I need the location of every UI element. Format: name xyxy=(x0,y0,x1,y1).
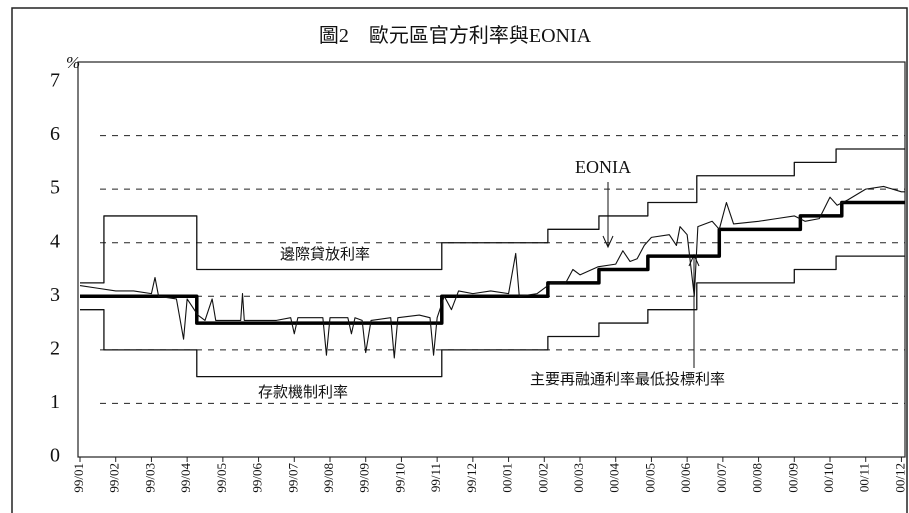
x-tick-label: 00/02 xyxy=(535,463,550,493)
x-tick-label: 00/01 xyxy=(500,463,515,493)
x-tick-label: 00/06 xyxy=(678,463,693,493)
x-tick-label: 00/07 xyxy=(714,463,729,493)
x-tick-label: 99/12 xyxy=(464,463,479,493)
x-tick-label: 00/08 xyxy=(750,463,765,493)
y-tick-label: 7 xyxy=(50,70,60,92)
series-line xyxy=(80,200,905,325)
x-tick-label: 00/05 xyxy=(642,463,657,493)
annotation: 主要再融通利率最低投標利率 xyxy=(530,371,725,388)
x-tick-label: 99/11 xyxy=(428,463,443,492)
chart-title: 圖2 歐元區官方利率與EONIA xyxy=(319,24,592,47)
y-tick-label: 6 xyxy=(50,123,60,145)
x-tick-label: 99/05 xyxy=(214,463,229,493)
x-tick-label: 99/03 xyxy=(142,463,157,493)
x-tick-label: 00/03 xyxy=(571,463,586,493)
series-line xyxy=(80,255,905,378)
y-unit: % xyxy=(66,53,80,72)
x-tick-label: 00/09 xyxy=(785,463,800,493)
y-tick-label: 3 xyxy=(50,284,60,306)
x-tick-label: 99/01 xyxy=(71,463,86,493)
series-line xyxy=(80,148,905,284)
y-tick-label: 1 xyxy=(50,391,60,413)
x-tick-label: 00/11 xyxy=(857,463,872,492)
x-tick-label: 00/10 xyxy=(821,463,836,493)
arrow-head xyxy=(602,235,614,249)
x-tick-label: 99/10 xyxy=(392,463,407,493)
y-tick-label: 5 xyxy=(50,177,60,199)
x-tick-label: 99/04 xyxy=(178,463,193,493)
x-tick-label: 99/08 xyxy=(321,463,336,493)
x-tick-label: 99/09 xyxy=(357,463,372,493)
plot-frame xyxy=(77,61,906,458)
y-tick-label: 0 xyxy=(50,445,60,467)
x-tick-label: 99/02 xyxy=(107,463,122,493)
outer-frame xyxy=(11,7,908,513)
annotation: 存款機制利率 xyxy=(258,384,348,401)
arrows xyxy=(602,182,700,368)
x-tick-label: 00/04 xyxy=(607,463,622,493)
y-tick-label: 2 xyxy=(50,337,60,359)
y-tick-label: 4 xyxy=(50,230,60,252)
x-tick-label: 99/06 xyxy=(250,463,265,493)
annotation: EONIA xyxy=(575,157,631,177)
series-line xyxy=(79,185,905,359)
annotation: 邊際貸放利率 xyxy=(280,246,370,263)
x-tick-label: 00/12 xyxy=(892,463,907,493)
x-tick-label: 99/07 xyxy=(285,463,300,493)
